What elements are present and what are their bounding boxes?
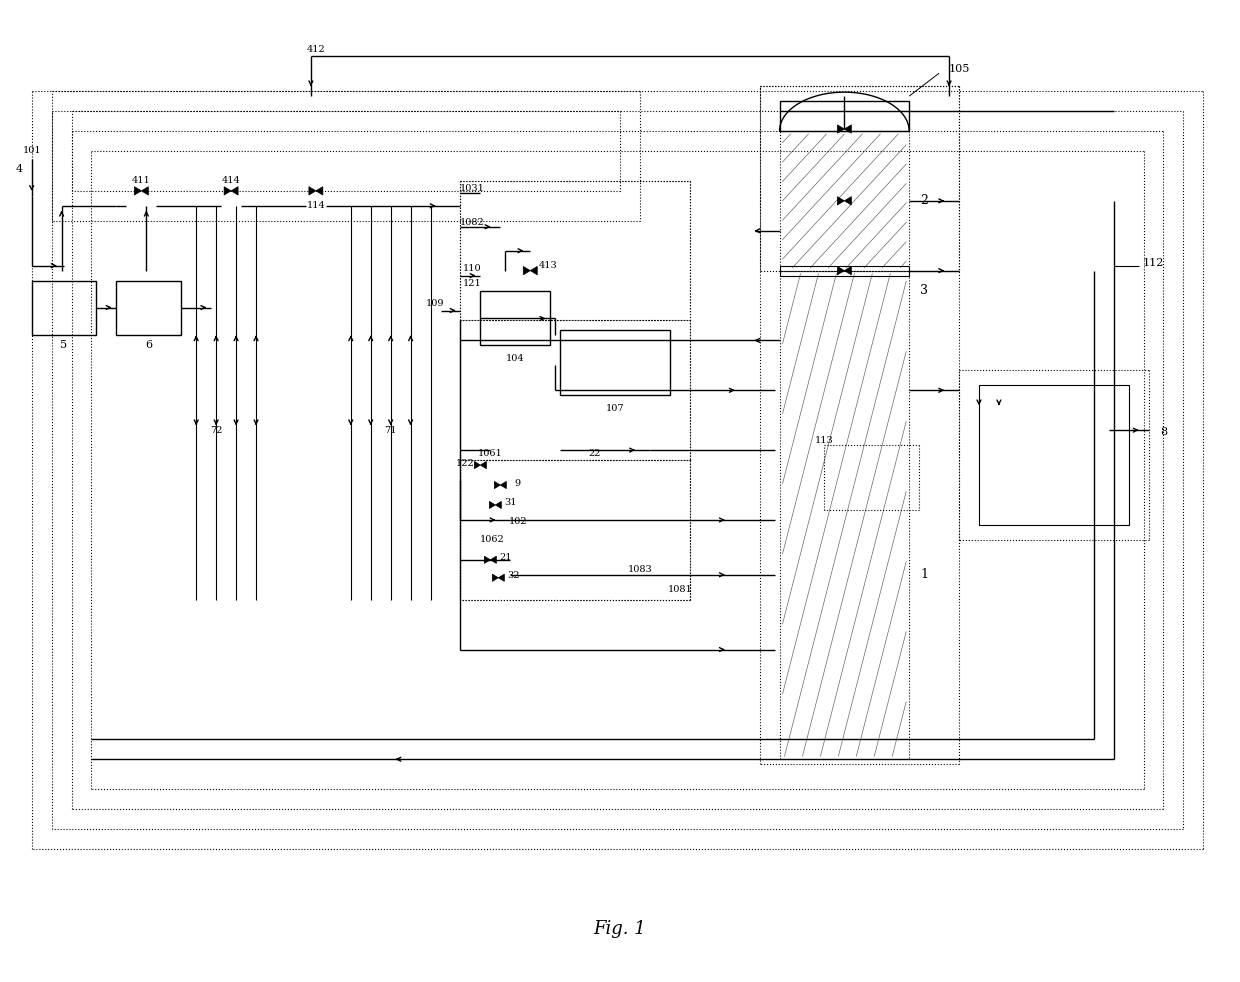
Text: 414: 414 <box>222 177 241 186</box>
Polygon shape <box>231 187 238 195</box>
Text: 122: 122 <box>456 459 475 467</box>
Text: 2: 2 <box>920 194 928 207</box>
Text: 413: 413 <box>539 261 558 270</box>
Polygon shape <box>495 481 500 489</box>
Text: 110: 110 <box>463 264 481 273</box>
Text: 121: 121 <box>463 279 482 288</box>
Text: 104: 104 <box>506 354 525 363</box>
Text: 411: 411 <box>131 177 151 186</box>
Text: 412: 412 <box>306 45 325 54</box>
Text: 113: 113 <box>815 436 833 445</box>
Text: 22: 22 <box>589 449 601 458</box>
Text: 72: 72 <box>210 425 222 435</box>
Bar <box>980 385 1128 525</box>
Polygon shape <box>837 196 844 205</box>
Text: 5: 5 <box>60 341 67 351</box>
Text: 1: 1 <box>920 569 928 581</box>
Polygon shape <box>480 462 486 468</box>
Polygon shape <box>134 187 141 195</box>
Text: 1081: 1081 <box>667 585 692 594</box>
Polygon shape <box>498 574 505 581</box>
Polygon shape <box>837 266 844 275</box>
Polygon shape <box>495 502 501 509</box>
Text: 114: 114 <box>306 201 325 210</box>
Text: 1083: 1083 <box>627 566 652 574</box>
Text: 3: 3 <box>920 284 928 298</box>
Polygon shape <box>485 556 490 564</box>
Text: 105: 105 <box>949 64 970 75</box>
Polygon shape <box>500 481 506 489</box>
Polygon shape <box>523 266 531 275</box>
Bar <box>480 291 551 346</box>
Text: 9: 9 <box>515 478 521 487</box>
Text: Fig. 1: Fig. 1 <box>594 920 646 938</box>
Text: 1031: 1031 <box>460 185 485 193</box>
Polygon shape <box>490 502 495 509</box>
Polygon shape <box>844 125 852 134</box>
Polygon shape <box>141 187 149 195</box>
Polygon shape <box>224 187 231 195</box>
Text: 6: 6 <box>145 341 153 351</box>
Text: 109: 109 <box>427 300 445 308</box>
Text: 112: 112 <box>1143 257 1164 268</box>
Bar <box>560 331 670 396</box>
Text: 101: 101 <box>22 146 41 155</box>
Text: 1062: 1062 <box>480 535 505 544</box>
Text: 4: 4 <box>16 164 24 174</box>
Polygon shape <box>316 187 322 195</box>
Text: 1061: 1061 <box>477 449 502 458</box>
Polygon shape <box>844 196 852 205</box>
Text: 8: 8 <box>1159 427 1167 437</box>
Polygon shape <box>475 462 480 468</box>
Polygon shape <box>844 266 852 275</box>
Text: 71: 71 <box>384 425 397 435</box>
Polygon shape <box>531 266 537 275</box>
Bar <box>780 101 909 131</box>
Text: 31: 31 <box>505 499 517 508</box>
Text: 107: 107 <box>605 404 624 412</box>
Polygon shape <box>309 187 316 195</box>
Polygon shape <box>837 125 844 134</box>
Text: 1082: 1082 <box>460 218 485 227</box>
Bar <box>780 266 909 276</box>
Text: 102: 102 <box>508 518 527 526</box>
Text: 32: 32 <box>507 572 520 580</box>
Bar <box>32 281 97 336</box>
Polygon shape <box>490 556 496 564</box>
Text: 21: 21 <box>498 553 512 563</box>
Bar <box>117 281 181 336</box>
Polygon shape <box>492 574 498 581</box>
